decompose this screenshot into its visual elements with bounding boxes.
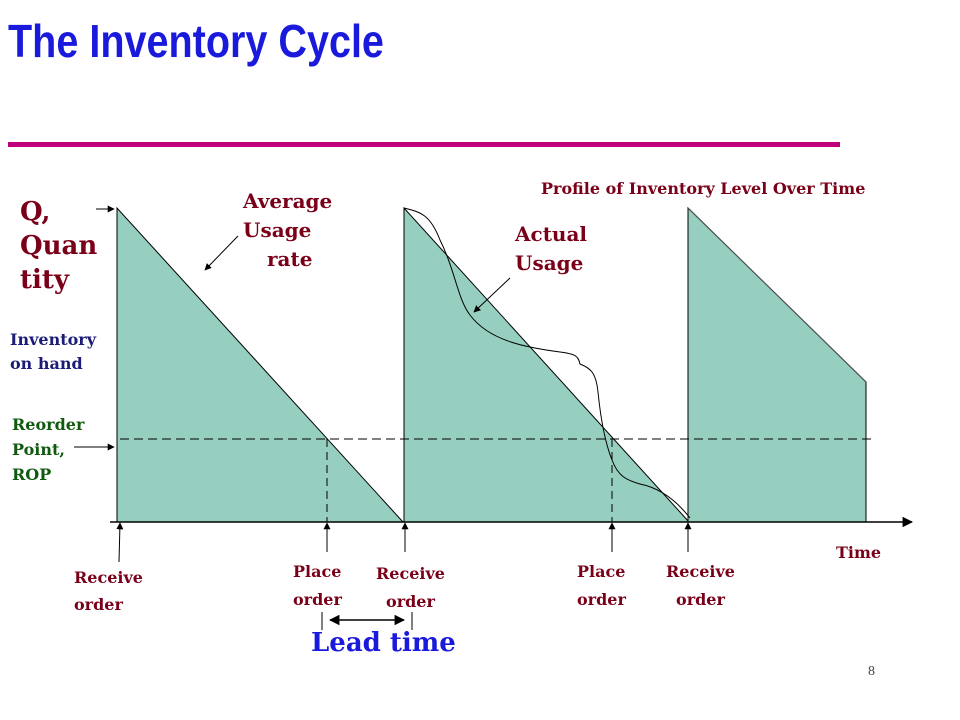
event-place-order-2: Place order xyxy=(577,562,626,609)
actual-usage-label: Actual Usage xyxy=(515,222,588,275)
average-usage-arrow xyxy=(204,235,239,271)
cycle-3-edge xyxy=(687,207,867,383)
event-receive-order-3: Receive order xyxy=(666,562,735,609)
event-receive-order-1: Receive order xyxy=(74,568,143,614)
page-title: The Inventory Cycle xyxy=(8,15,384,67)
lead-time-label: Lead time xyxy=(311,628,456,658)
event-receive-order-2: Receive order xyxy=(376,564,445,611)
quantity-label: Q, Quan tity xyxy=(20,197,98,295)
time-axis-label: Time xyxy=(836,543,882,562)
event-place-order-1: Place order xyxy=(293,562,342,609)
reorder-point-label: Reorder Point, ROP xyxy=(12,415,85,484)
title-underline xyxy=(8,142,840,147)
page-number: 8 xyxy=(868,664,875,679)
average-usage-rate-label: Average Usage rate xyxy=(243,189,333,271)
inventory-on-hand-label: Inventory on hand xyxy=(10,330,97,373)
actual-usage-curve xyxy=(403,207,691,519)
chart-title: Profile of Inventory Level Over Time xyxy=(541,179,866,198)
cycle-3-shape xyxy=(687,206,867,523)
receive-order-1-arrow xyxy=(116,522,124,563)
actual-usage-arrow xyxy=(473,277,511,313)
